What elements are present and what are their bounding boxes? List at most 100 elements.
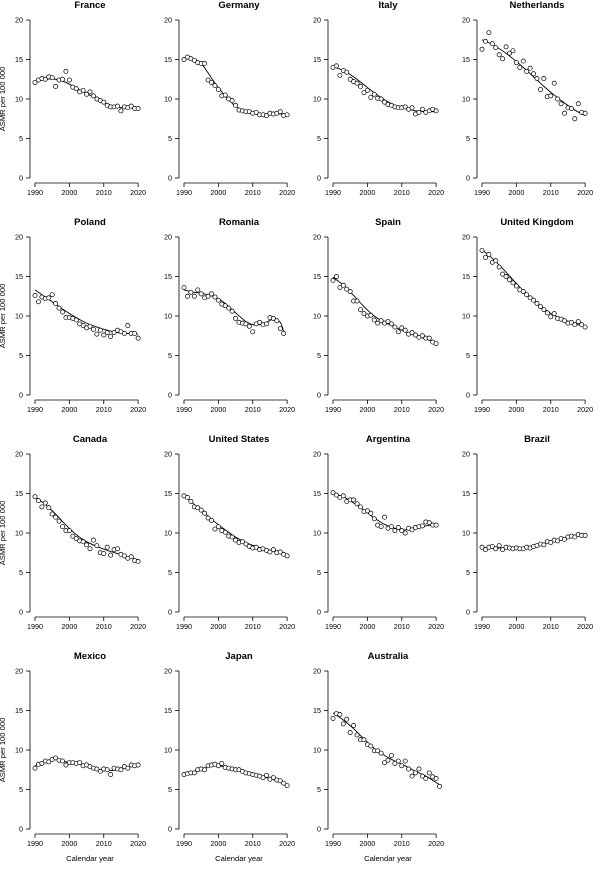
data-point — [202, 767, 208, 773]
data-point — [392, 528, 398, 534]
data-point — [507, 50, 512, 56]
data-point — [80, 539, 86, 545]
data-point — [399, 763, 405, 769]
data-point — [568, 319, 574, 325]
y-axis-label: ASMR per 100 000 — [0, 67, 7, 132]
panel-germany: Germany 0 5 10 15 20 1990 2000 2010 2020 — [164, 0, 295, 197]
data-point — [493, 45, 499, 51]
data-point — [548, 314, 554, 320]
data-point — [60, 76, 65, 82]
data-point — [53, 83, 59, 89]
data-point — [489, 543, 495, 549]
panel-title: Mexico — [74, 651, 106, 662]
data-point — [513, 283, 519, 289]
x-tick-label: 1990 — [27, 839, 43, 848]
data-point — [212, 83, 218, 89]
data-point — [364, 508, 370, 514]
y-tick-label: 0 — [466, 608, 470, 617]
data-point — [250, 329, 256, 335]
panel-title: Brazil — [524, 434, 550, 445]
y-tick-label: 20 — [15, 233, 23, 242]
y-tick-label: 0 — [466, 174, 470, 183]
y-tick-label: 5 — [317, 568, 321, 577]
data-point — [534, 300, 540, 306]
data-point — [486, 251, 492, 257]
data-point — [489, 41, 495, 47]
data-point — [229, 98, 235, 104]
panel-brazil: Brazil 0 5 10 15 20 1990 2000 2010 2020 — [462, 434, 593, 631]
data-point — [188, 498, 194, 504]
data-point — [395, 329, 401, 335]
data-point — [388, 753, 394, 758]
data-point — [527, 295, 533, 301]
x-tick-label: 2010 — [96, 839, 112, 848]
data-point — [579, 322, 585, 328]
data-point — [73, 317, 79, 323]
y-tick-label: 10 — [313, 312, 321, 321]
data-point — [229, 308, 235, 314]
y-tick-label: 20 — [462, 16, 470, 25]
data-point — [60, 758, 65, 764]
data-point — [87, 323, 93, 329]
x-tick-label: 2010 — [543, 622, 559, 631]
data-point — [500, 56, 506, 62]
data-point — [128, 554, 134, 560]
panel-title: United Kingdom — [500, 217, 573, 228]
data-point — [121, 330, 127, 336]
data-point — [191, 293, 197, 299]
data-point — [135, 558, 141, 564]
data-point — [426, 520, 432, 526]
x-tick-label: 2000 — [359, 839, 375, 848]
panel-australia: Australia 0 5 10 15 20 1990 2000 2010 2020 Calenda… — [313, 651, 444, 863]
data-point — [181, 285, 187, 291]
y-tick-label: 20 — [164, 233, 172, 242]
y-tick-label: 20 — [164, 667, 172, 676]
data-point — [531, 297, 537, 303]
data-point — [104, 330, 110, 336]
data-point — [409, 330, 415, 336]
data-point — [264, 772, 269, 778]
data-point — [202, 61, 208, 66]
data-point — [277, 549, 283, 555]
y-tick-label: 15 — [313, 272, 321, 281]
data-point — [413, 332, 418, 338]
x-tick-label: 2010 — [245, 405, 261, 414]
data-point — [555, 96, 561, 102]
data-point — [351, 723, 357, 728]
data-point — [222, 92, 228, 98]
data-point — [409, 773, 415, 779]
data-point — [364, 87, 370, 93]
panel-united-states: United States 0 5 10 15 20 1990 2000 2010 2020 — [164, 434, 295, 631]
data-point — [555, 538, 561, 544]
data-point — [385, 757, 391, 763]
x-tick-label: 2010 — [96, 188, 112, 197]
data-point — [264, 321, 269, 327]
data-point — [479, 544, 485, 550]
data-point — [70, 533, 76, 539]
data-point — [337, 285, 343, 291]
x-tick-label: 2000 — [61, 839, 77, 848]
y-tick-label: 15 — [15, 272, 23, 281]
data-point — [215, 524, 221, 530]
y-tick-label: 0 — [466, 391, 470, 400]
data-point — [115, 546, 120, 552]
data-point — [395, 758, 401, 764]
data-point — [233, 315, 239, 321]
x-tick-label: 2010 — [394, 622, 410, 631]
data-point — [582, 324, 588, 330]
data-point — [63, 68, 69, 74]
y-tick-label: 15 — [164, 55, 172, 64]
data-point — [215, 87, 221, 92]
data-point — [517, 64, 523, 70]
data-point — [277, 109, 283, 115]
data-point — [94, 543, 100, 549]
y-tick-label: 0 — [19, 174, 23, 183]
panel-canada: Canada 0 5 10 15 20 1990 2000 2010 2020 ASMR per 1… — [0, 434, 146, 631]
y-tick-label: 5 — [19, 568, 23, 577]
x-tick-label: 2020 — [428, 622, 444, 631]
data-point — [371, 516, 377, 522]
data-point — [402, 104, 408, 110]
x-tick-label: 1990 — [325, 405, 341, 414]
x-tick-label: 2010 — [394, 188, 410, 197]
y-tick-label: 10 — [164, 312, 172, 321]
